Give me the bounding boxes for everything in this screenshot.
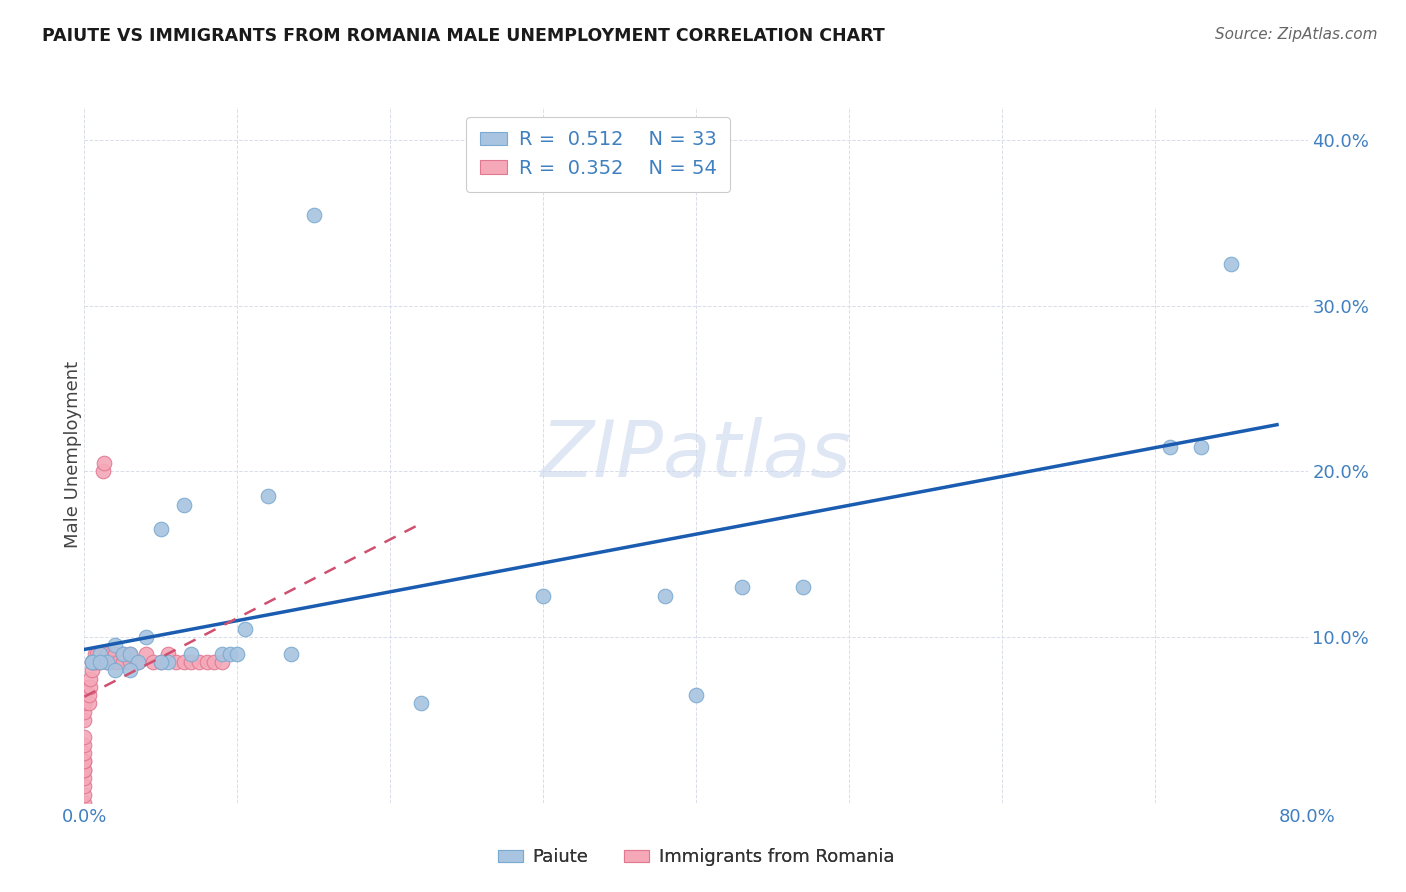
Point (96, 647, 118, 661)
Point (226, 647, 249, 661)
Point (157, 655, 180, 669)
Point (1220, 257, 1243, 271)
Point (80, 663, 103, 677)
Point (87, 655, 110, 669)
Point (792, 581, 814, 595)
Point (80, 655, 103, 669)
Point (97, 655, 120, 669)
Point (654, 589, 676, 603)
Point (73, 713, 96, 727)
Text: ZIPatlas: ZIPatlas (540, 417, 852, 493)
Point (165, 655, 187, 669)
Point (111, 647, 134, 661)
Point (135, 647, 157, 661)
Point (149, 655, 172, 669)
Point (180, 655, 202, 669)
Point (98, 655, 121, 669)
Point (89, 647, 111, 661)
Point (1159, 440, 1181, 454)
Point (173, 655, 195, 669)
Text: Source: ZipAtlas.com: Source: ZipAtlas.com (1215, 27, 1378, 42)
Point (1189, 440, 1212, 454)
Point (79, 680, 101, 694)
Point (280, 647, 302, 661)
Point (211, 655, 233, 669)
Point (93, 456, 115, 470)
Point (96, 655, 118, 669)
Point (104, 639, 127, 653)
Point (149, 523, 172, 537)
Point (127, 655, 149, 669)
Point (84, 647, 107, 661)
Point (89, 655, 111, 669)
Text: PAIUTE VS IMMIGRANTS FROM ROMANIA MALE UNEMPLOYMENT CORRELATION CHART: PAIUTE VS IMMIGRANTS FROM ROMANIA MALE U… (42, 27, 884, 45)
Point (531, 589, 554, 603)
Point (180, 647, 202, 661)
Point (104, 647, 127, 661)
Point (202, 655, 225, 669)
Point (120, 647, 142, 661)
Point (211, 647, 233, 661)
Point (302, 208, 325, 222)
Point (73, 730, 96, 744)
Point (127, 655, 149, 669)
Point (120, 647, 142, 661)
Point (86, 647, 108, 661)
Point (218, 647, 240, 661)
Point (73, 738, 96, 752)
Point (73, 779, 96, 793)
Point (111, 655, 134, 669)
Point (73, 796, 96, 810)
Point (409, 697, 432, 711)
Y-axis label: Male Unemployment: Male Unemployment (65, 361, 82, 549)
Point (73, 771, 96, 785)
Point (157, 647, 180, 661)
Point (89, 647, 111, 661)
Point (73, 755, 96, 769)
Point (120, 663, 142, 677)
Point (173, 498, 195, 512)
Point (142, 655, 165, 669)
Point (73, 788, 96, 802)
Point (77, 697, 100, 711)
Point (96, 655, 118, 669)
Point (77, 688, 100, 702)
Point (188, 655, 211, 669)
Point (104, 663, 127, 677)
Legend: Paiute, Immigrants from Romania: Paiute, Immigrants from Romania (486, 838, 905, 877)
Point (257, 489, 280, 503)
Point (83, 655, 105, 669)
Point (195, 655, 218, 669)
Point (73, 705, 96, 719)
Point (79, 672, 101, 686)
Point (84, 655, 107, 669)
Point (731, 581, 754, 595)
Point (111, 647, 134, 661)
Point (73, 755, 96, 769)
Point (73, 763, 96, 777)
Point (101, 647, 124, 661)
Point (104, 655, 127, 669)
Point (91, 465, 114, 479)
Point (107, 655, 129, 669)
Point (89, 655, 111, 669)
Point (73, 697, 96, 711)
Point (73, 680, 96, 694)
Point (233, 622, 256, 636)
Point (149, 655, 172, 669)
Point (80, 655, 103, 669)
Point (135, 630, 157, 644)
Point (73, 746, 96, 760)
Point (80, 655, 103, 669)
Point (685, 688, 707, 702)
Point (73, 763, 96, 777)
Point (120, 655, 142, 669)
